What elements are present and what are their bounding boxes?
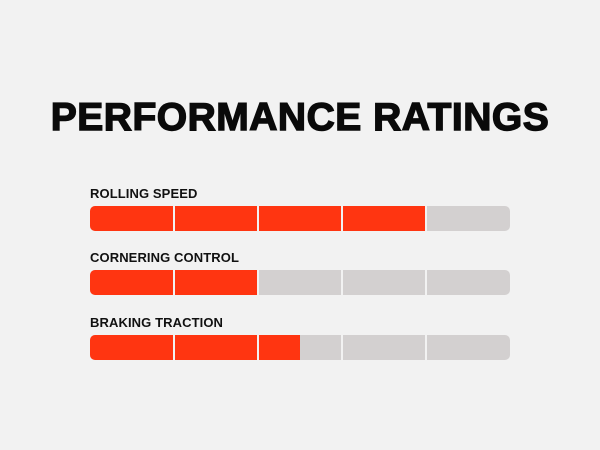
segment-divider — [341, 206, 343, 231]
segment-divider — [257, 270, 259, 295]
segment-divider — [425, 206, 427, 231]
rating-label: BRAKING TRACTION — [90, 315, 224, 330]
rating-label: CORNERING CONTROL — [90, 250, 240, 265]
segment-divider — [425, 335, 427, 360]
rating-label: ROLLING SPEED — [90, 186, 198, 201]
segment-divider — [257, 206, 259, 231]
rating-bar — [90, 270, 510, 295]
rating-bar — [90, 335, 510, 360]
segment-divider — [425, 270, 427, 295]
rating-cornering-control: CORNERING CONTROL — [90, 250, 510, 295]
rating-bar-fill — [90, 335, 300, 360]
segment-divider — [173, 270, 175, 295]
segment-divider — [257, 335, 259, 360]
segment-divider — [341, 270, 343, 295]
rating-bar — [90, 206, 510, 231]
segment-divider — [173, 206, 175, 231]
segment-divider — [341, 335, 343, 360]
segment-divider — [173, 335, 175, 360]
page-title: PERFORMANCE RATINGS — [50, 95, 550, 139]
rating-braking-traction: BRAKING TRACTION — [90, 315, 510, 360]
rating-rolling-speed: ROLLING SPEED — [90, 186, 510, 231]
